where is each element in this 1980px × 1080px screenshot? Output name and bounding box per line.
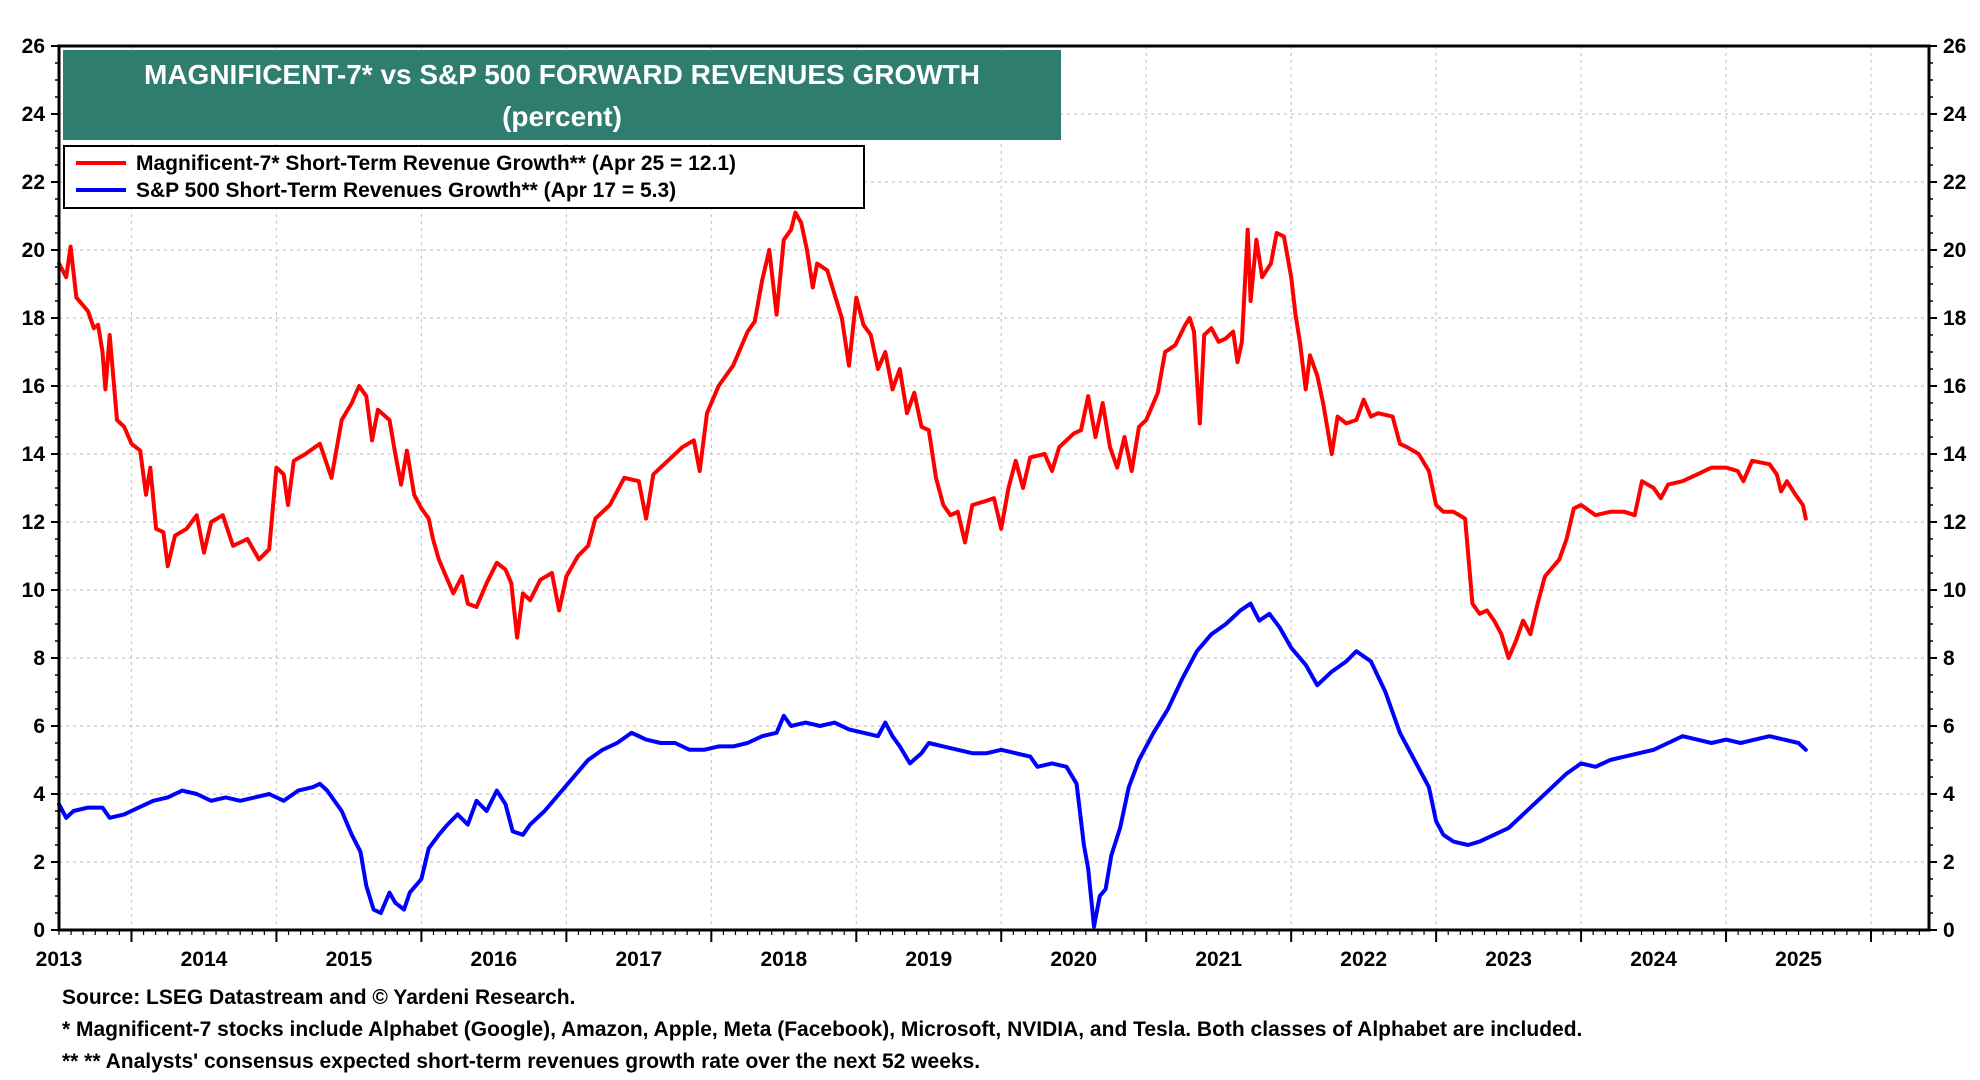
y-tick-label-right: 6 [1943,715,1955,738]
y-tick-label-left: 14 [22,443,46,466]
series-line-mag7 [57,210,1808,660]
y-tick-label-right: 4 [1943,783,1955,806]
x-tick-label: 2013 [36,948,83,971]
series-line-sp500 [57,601,1808,929]
footnote-mag7: * Magnificent-7 stocks include Alphabet … [62,1018,1583,1041]
x-tick-label: 2014 [181,948,228,971]
x-tick-label: 2016 [471,948,518,971]
chart-title: MAGNIFICENT-7* vs S&P 500 FORWARD REVENU… [144,59,980,90]
y-tick-label-left: 10 [22,579,45,602]
x-tick-label: 2020 [1050,948,1097,971]
y-tick-label-right: 8 [1943,647,1955,670]
y-tick-label-left: 16 [22,375,45,398]
y-tick-label-right: 12 [1943,511,1966,534]
y-tick-label-left: 22 [22,171,45,194]
y-tick-label-left: 8 [33,647,45,670]
series-lines [57,210,1808,929]
y-tick-label-right: 24 [1943,103,1967,126]
y-tick-label-left: 20 [22,239,45,262]
y-tick-label-left: 2 [33,851,45,874]
x-tick-label: 2023 [1485,948,1532,971]
y-tick-label-right: 18 [1943,307,1967,330]
y-tick-label-right: 16 [1943,375,1966,398]
y-tick-label-right: 0 [1943,919,1955,942]
y-tick-label-right: 10 [1943,579,1966,602]
chart-subtitle: (percent) [502,101,622,132]
y-tick-label-right: 14 [1943,443,1967,466]
y-tick-label-left: 18 [22,307,46,330]
footnote-analysts: ** ** Analysts' consensus expected short… [62,1050,981,1073]
legend-label-mag7: Magnificent-7* Short-Term Revenue Growth… [136,152,736,175]
y-tick-label-left: 0 [33,919,45,942]
y-tick-label-right: 26 [1943,35,1966,58]
x-tick-label: 2019 [905,948,952,971]
y-tick-label-right: 20 [1943,239,1966,262]
x-tick-label: 2017 [615,948,662,971]
y-tick-label-right: 22 [1943,171,1966,194]
title-box [63,50,1061,140]
x-tick-label: 2015 [326,948,373,971]
x-tick-label: 2025 [1775,948,1822,971]
y-tick-label-left: 12 [22,511,45,534]
legend-label-sp500: S&P 500 Short-Term Revenues Growth** (Ap… [136,179,676,202]
y-tick-label-left: 4 [33,783,45,806]
x-tick-label: 2022 [1340,948,1387,971]
x-tick-label: 2024 [1630,948,1677,971]
y-tick-label-right: 2 [1943,851,1955,874]
y-tick-label-left: 26 [22,35,45,58]
x-tick-label: 2021 [1195,948,1242,971]
y-tick-label-left: 24 [22,103,46,126]
y-tick-label-left: 6 [33,715,45,738]
x-tick-label: 2018 [760,948,807,971]
legend-box [63,145,865,209]
source-note: Source: LSEG Datastream and © Yardeni Re… [62,986,576,1009]
